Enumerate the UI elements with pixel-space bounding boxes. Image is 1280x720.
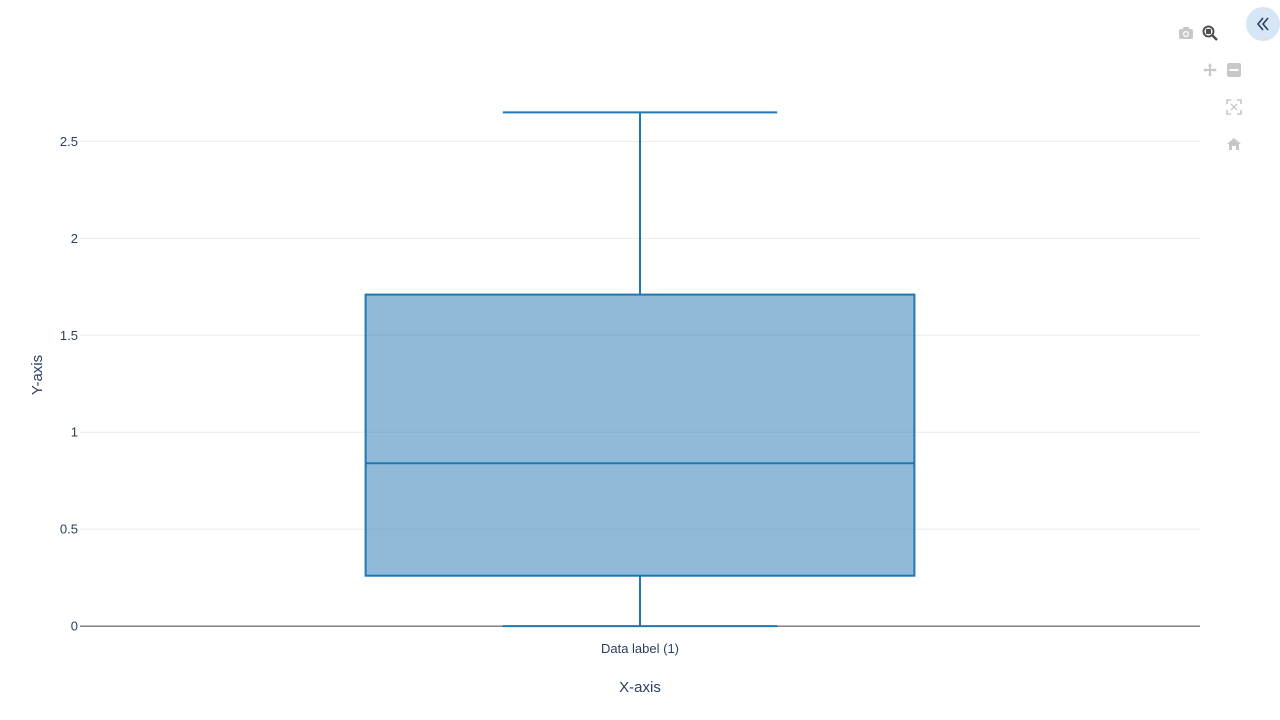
y-tick-label: 2 bbox=[71, 231, 78, 246]
collapse-icon[interactable] bbox=[1246, 7, 1280, 41]
autoscale-icon[interactable] bbox=[1224, 97, 1244, 117]
modebar bbox=[1170, 0, 1280, 170]
box-trace[interactable] bbox=[364, 111, 916, 628]
y-tick-label: 0.5 bbox=[60, 522, 78, 537]
zoom-icon[interactable] bbox=[1200, 23, 1220, 43]
y-tick-label: 1 bbox=[71, 425, 78, 440]
y-tick-label: 2.5 bbox=[60, 134, 78, 149]
y-tick-labels: 0 0.5 1 1.5 2 2.5 bbox=[60, 134, 78, 634]
camera-icon[interactable] bbox=[1176, 23, 1196, 43]
box-traces[interactable] bbox=[364, 111, 916, 628]
x-tick-labels: Data label (1) bbox=[601, 641, 679, 656]
iqr-box[interactable] bbox=[364, 293, 916, 577]
home-icon[interactable] bbox=[1224, 134, 1244, 154]
y-tick-label: 1.5 bbox=[60, 328, 78, 343]
pan-icon[interactable] bbox=[1200, 60, 1220, 80]
y-axis-title: Y-axis bbox=[29, 355, 46, 395]
x-axis-title: X-axis bbox=[619, 679, 661, 696]
x-tick-label: Data label (1) bbox=[601, 641, 679, 656]
zoom-out-icon[interactable] bbox=[1224, 60, 1244, 80]
y-tick-label: 0 bbox=[71, 619, 78, 634]
